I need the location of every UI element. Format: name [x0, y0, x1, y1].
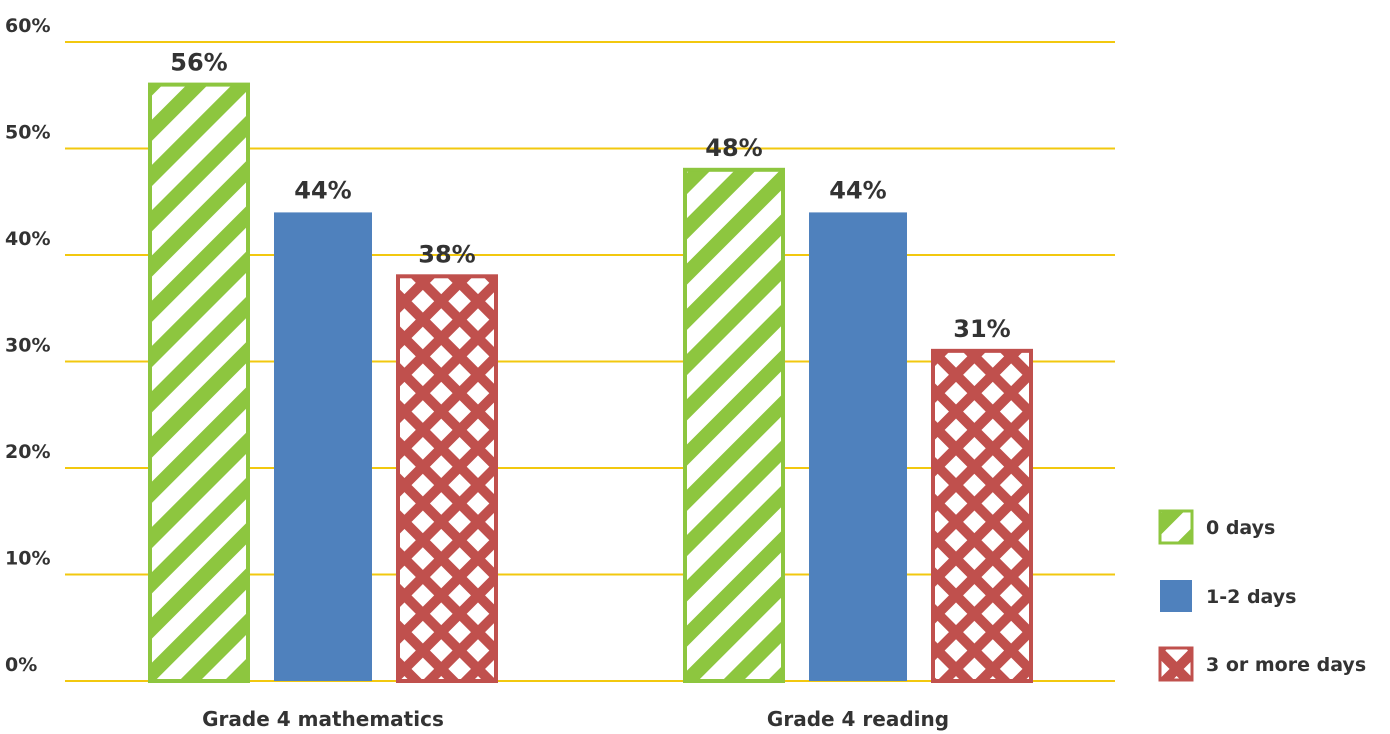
legend-swatch: [1160, 580, 1192, 612]
data-label: 31%: [953, 315, 1010, 343]
bar: [274, 212, 372, 681]
y-tick-label: 40%: [5, 228, 50, 250]
bar: [931, 348, 1033, 683]
x-category-label: Grade 4 reading: [767, 707, 949, 731]
data-label: 56%: [170, 49, 227, 77]
data-label: 44%: [294, 176, 351, 204]
legend-label: 1-2 days: [1206, 586, 1296, 608]
data-labels: 56% 44% 38% 48% 44% 31%: [170, 49, 1010, 343]
bar: [683, 167, 785, 684]
y-tick-label: 20%: [5, 441, 50, 463]
x-axis: Grade 4 mathematics Grade 4 reading: [202, 707, 949, 731]
legend-swatch: [1158, 646, 1194, 682]
legend-label: 3 or more days: [1206, 654, 1366, 676]
bar: [396, 274, 498, 683]
y-axis: 0% 10% 20% 30% 40% 50% 60%: [5, 15, 50, 676]
y-tick-label: 60%: [5, 15, 50, 37]
data-label: 48%: [705, 134, 762, 162]
legend-label: 0 days: [1206, 517, 1275, 539]
bars: [148, 82, 1033, 684]
y-tick-label: 0%: [5, 654, 37, 676]
bar: [809, 212, 907, 681]
data-label: 38%: [418, 240, 475, 268]
bar: [148, 82, 250, 684]
legend: 0 days 1-2 days 3 or more days: [1158, 509, 1366, 682]
x-category-label: Grade 4 mathematics: [202, 707, 444, 731]
y-tick-label: 10%: [5, 548, 50, 570]
y-tick-label: 50%: [5, 122, 50, 144]
legend-swatch: [1158, 509, 1194, 545]
y-tick-label: 30%: [5, 335, 50, 357]
data-label: 44%: [829, 176, 886, 204]
